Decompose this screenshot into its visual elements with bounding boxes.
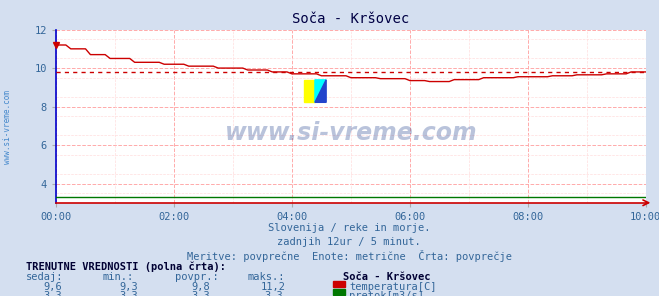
Text: 3,3: 3,3 — [192, 291, 210, 296]
Bar — [304, 80, 315, 102]
Text: pretok[m3/s]: pretok[m3/s] — [349, 291, 424, 296]
Text: 3,3: 3,3 — [264, 291, 283, 296]
Polygon shape — [315, 80, 326, 102]
Text: Meritve: povprečne  Enote: metrične  Črta: povprečje: Meritve: povprečne Enote: metrične Črta:… — [186, 250, 512, 262]
Text: min.:: min.: — [102, 272, 133, 282]
Polygon shape — [315, 80, 326, 102]
Text: www.si-vreme.com: www.si-vreme.com — [3, 90, 13, 164]
Text: TRENUTNE VREDNOSTI (polna črta):: TRENUTNE VREDNOSTI (polna črta): — [26, 262, 226, 272]
Text: Soča - Kršovec: Soča - Kršovec — [343, 272, 430, 282]
Text: 11,2: 11,2 — [261, 282, 286, 292]
Text: zadnjih 12ur / 5 minut.: zadnjih 12ur / 5 minut. — [277, 237, 421, 247]
Text: 3,3: 3,3 — [43, 291, 62, 296]
Text: Slovenija / reke in morje.: Slovenija / reke in morje. — [268, 223, 430, 234]
Text: sedaj:: sedaj: — [26, 272, 64, 282]
Text: maks.:: maks.: — [247, 272, 285, 282]
Text: temperatura[C]: temperatura[C] — [349, 282, 437, 292]
Text: 9,6: 9,6 — [43, 282, 62, 292]
Text: 3,3: 3,3 — [119, 291, 138, 296]
Text: povpr.:: povpr.: — [175, 272, 218, 282]
Text: www.si-vreme.com: www.si-vreme.com — [225, 121, 477, 146]
Text: 9,3: 9,3 — [119, 282, 138, 292]
Text: 9,8: 9,8 — [192, 282, 210, 292]
Title: Soča - Kršovec: Soča - Kršovec — [293, 12, 409, 26]
